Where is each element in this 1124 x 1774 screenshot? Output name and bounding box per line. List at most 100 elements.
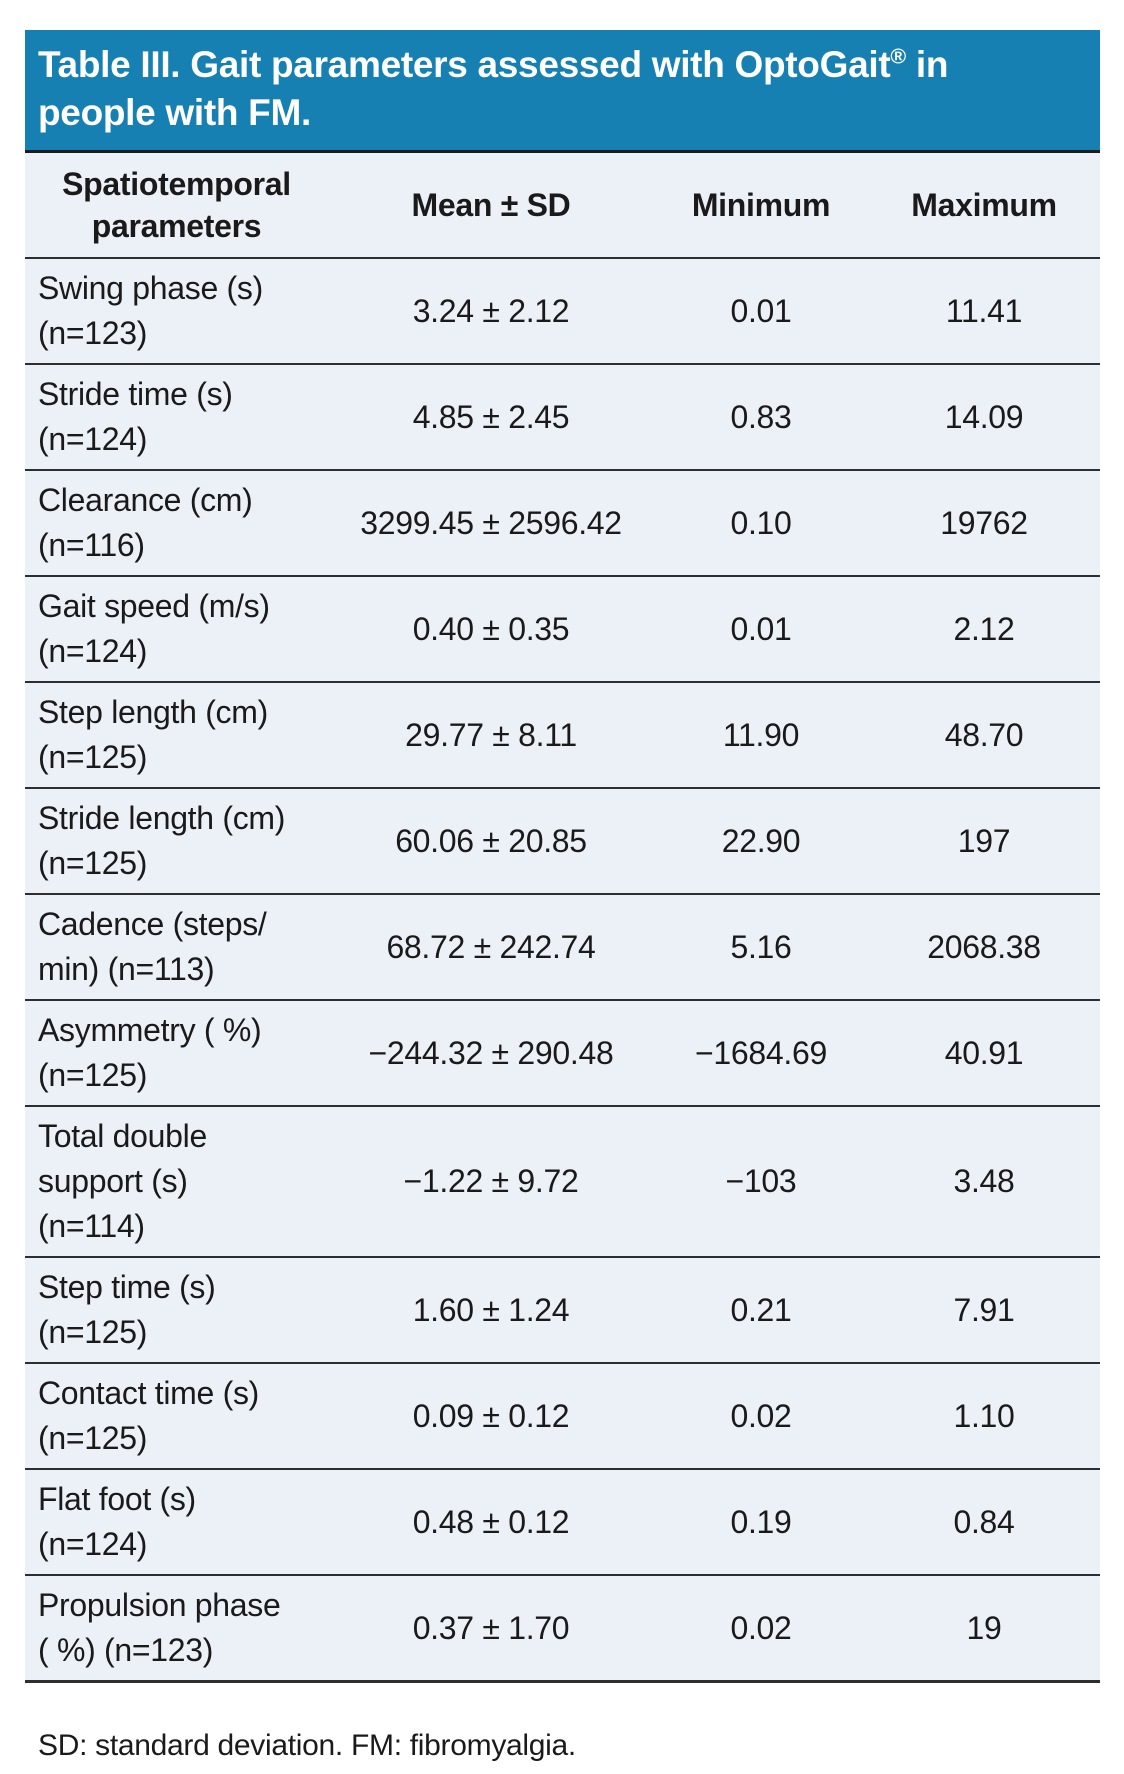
parameter-line: Gait speed (m/s) [38, 588, 270, 625]
minimum-cell: 0.02 [654, 1575, 868, 1684]
parameter-line: (n=125) [38, 1057, 148, 1094]
parameter-line: Propulsion phase [38, 1587, 281, 1624]
table-row: Asymmetry ( %) (n=125) −244.32 ± 290.48 −… [25, 1000, 1100, 1108]
mean-sd-cell: 3.24 ± 2.12 [328, 258, 654, 366]
parameter-line: (n=114) [38, 1208, 145, 1245]
table-header: Spatiotemporal parameters Mean ± SD Mini… [25, 153, 1100, 260]
maximum-cell: 14.09 [868, 364, 1100, 472]
minimum-cell: 0.21 [654, 1257, 868, 1365]
maximum-cell: 19 [868, 1575, 1100, 1684]
parameter-cell: Cadence (steps/min) (n=113) [25, 894, 328, 1002]
minimum-cell: −1684.69 [654, 1000, 868, 1108]
gait-parameters-table: Spatiotemporal parameters Mean ± SD Mini… [25, 153, 1100, 1684]
parameter-cell: Step time (s) (n=125) [25, 1257, 328, 1365]
parameter-line: Asymmetry ( %) [38, 1012, 262, 1049]
parameter-cell: Total double support (s) (n=114) [25, 1106, 328, 1259]
mean-sd-cell: 0.48 ± 0.12 [328, 1469, 654, 1577]
parameter-line: Total double [38, 1118, 207, 1155]
table-iii-card: Table III. Gait parameters assessed with… [25, 30, 1100, 1684]
table-row: Stride length (cm) (n=125) 60.06 ± 20.85 … [25, 788, 1100, 896]
column-header-mean-sd: Mean ± SD [328, 153, 654, 260]
parameter-line: min) (n=113) [38, 951, 215, 988]
parameter-line: (n=125) [38, 739, 148, 776]
table-row: Cadence (steps/min) (n=113) 68.72 ± 242.… [25, 894, 1100, 1002]
parameter-cell: Clearance (cm) (n=116) [25, 470, 328, 578]
maximum-cell: 197 [868, 788, 1100, 896]
maximum-cell: 48.70 [868, 682, 1100, 790]
parameter-line: (n=124) [38, 633, 148, 670]
parameter-cell: Stride time (s) (n=124) [25, 364, 328, 472]
table-title-line2: people with FM. [38, 92, 311, 134]
maximum-cell: 2068.38 [868, 894, 1100, 1002]
table-row: Propulsion phase ( %) (n=123) 0.37 ± 1.70… [25, 1575, 1100, 1684]
mean-sd-cell: 3299.45 ± 2596.42 [328, 470, 654, 578]
minimum-cell: 0.01 [654, 258, 868, 366]
maximum-cell: 40.91 [868, 1000, 1100, 1108]
table-title-line1: Table III. Gait parameters assessed with… [38, 41, 1084, 89]
minimum-cell: 0.01 [654, 576, 868, 684]
table-row: Step time (s) (n=125) 1.60 ± 1.24 0.21 7.… [25, 1257, 1100, 1365]
maximum-cell: 0.84 [868, 1469, 1100, 1577]
minimum-cell: 5.16 [654, 894, 868, 1002]
parameter-line: Step length (cm) [38, 694, 268, 731]
parameter-line: Contact time (s) [38, 1375, 260, 1412]
parameter-line: Swing phase (s) [38, 270, 263, 307]
maximum-cell: 1.10 [868, 1363, 1100, 1471]
minimum-cell: 0.83 [654, 364, 868, 472]
table-footnote: SD: standard deviation. FM: fibromyalgia… [38, 1729, 576, 1763]
mean-sd-cell: 0.40 ± 0.35 [328, 576, 654, 684]
parameter-cell: Gait speed (m/s) (n=124) [25, 576, 328, 684]
parameter-line: (n=124) [38, 1526, 148, 1563]
parameter-cell: Swing phase (s) (n=123) [25, 258, 328, 366]
table-title: Table III. Gait parameters assessed with… [25, 30, 1100, 154]
column-header-parameters: Spatiotemporal parameters [25, 153, 328, 260]
mean-sd-cell: 68.72 ± 242.74 [328, 894, 654, 1002]
column-header-maximum: Maximum [868, 153, 1100, 260]
parameter-line: Flat foot (s) [38, 1481, 196, 1518]
minimum-cell: −103 [654, 1106, 868, 1259]
mean-sd-cell: 1.60 ± 1.24 [328, 1257, 654, 1365]
maximum-cell: 3.48 [868, 1106, 1100, 1259]
mean-sd-cell: −244.32 ± 290.48 [328, 1000, 654, 1108]
parameter-line: (n=125) [38, 845, 148, 882]
parameter-cell: Contact time (s) (n=125) [25, 1363, 328, 1471]
mean-sd-cell: 0.37 ± 1.70 [328, 1575, 654, 1684]
parameter-line: Stride length (cm) [38, 800, 286, 837]
mean-sd-cell: 29.77 ± 8.11 [328, 682, 654, 790]
parameter-cell: Flat foot (s) (n=124) [25, 1469, 328, 1577]
minimum-cell: 0.19 [654, 1469, 868, 1577]
table-row: Flat foot (s) (n=124) 0.48 ± 0.12 0.19 0.… [25, 1469, 1100, 1577]
maximum-cell: 7.91 [868, 1257, 1100, 1365]
parameter-line: support (s) [38, 1163, 188, 1200]
parameter-cell: Stride length (cm) (n=125) [25, 788, 328, 896]
mean-sd-cell: −1.22 ± 9.72 [328, 1106, 654, 1259]
mean-sd-cell: 60.06 ± 20.85 [328, 788, 654, 896]
parameter-line: Cadence (steps/ [38, 906, 267, 943]
maximum-cell: 19762 [868, 470, 1100, 578]
table-row: Clearance (cm) (n=116) 3299.45 ± 2596.42 … [25, 470, 1100, 578]
minimum-cell: 0.02 [654, 1363, 868, 1471]
table-row: Total double support (s) (n=114) −1.22 ± 9… [25, 1106, 1100, 1259]
parameter-line: (n=125) [38, 1314, 148, 1351]
mean-sd-cell: 0.09 ± 0.12 [328, 1363, 654, 1471]
minimum-cell: 22.90 [654, 788, 868, 896]
parameter-line: Clearance (cm) [38, 482, 253, 519]
mean-sd-cell: 4.85 ± 2.45 [328, 364, 654, 472]
table-body: Swing phase (s) (n=123) 3.24 ± 2.12 0.01 … [25, 258, 1100, 1684]
minimum-cell: 0.10 [654, 470, 868, 578]
parameter-line: Stride time (s) [38, 376, 233, 413]
parameter-cell: Asymmetry ( %) (n=125) [25, 1000, 328, 1108]
minimum-cell: 11.90 [654, 682, 868, 790]
table-row: Contact time (s) (n=125) 0.09 ± 0.12 0.02… [25, 1363, 1100, 1471]
table-row: Swing phase (s) (n=123) 3.24 ± 2.12 0.01 … [25, 258, 1100, 366]
parameter-line: ( %) (n=123) [38, 1632, 214, 1669]
parameter-line: (n=123) [38, 315, 148, 352]
table-title-line1-end: in [905, 44, 949, 85]
parameter-line: (n=125) [38, 1420, 148, 1457]
table-row: Step length (cm) (n=125) 29.77 ± 8.11 11.… [25, 682, 1100, 790]
parameter-cell: Step length (cm) (n=125) [25, 682, 328, 790]
registered-trademark: ® [890, 44, 906, 69]
table-title-text: Table III. Gait parameters assessed with… [38, 44, 891, 85]
maximum-cell: 11.41 [868, 258, 1100, 366]
